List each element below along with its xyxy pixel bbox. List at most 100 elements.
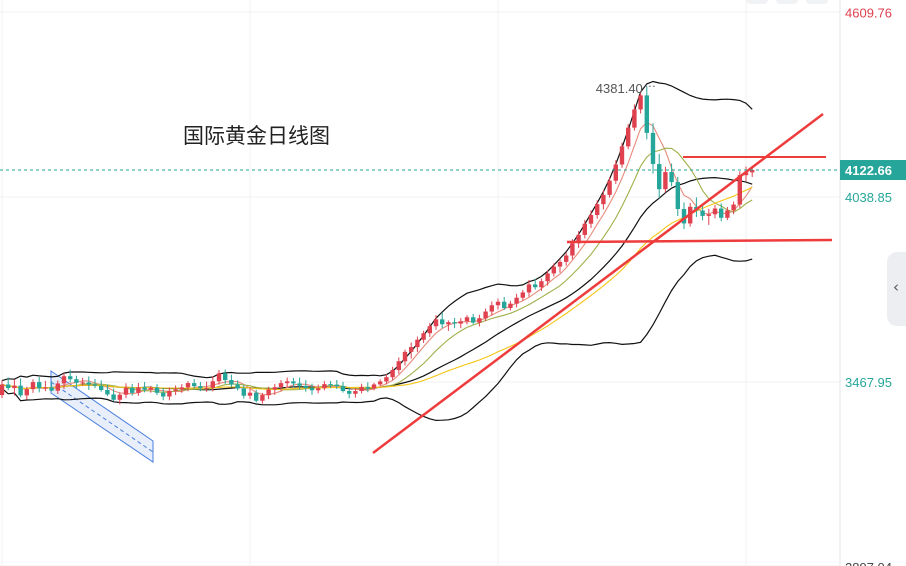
candle-body	[136, 387, 141, 393]
candle-body	[533, 284, 538, 288]
candle-body	[148, 387, 153, 390]
candle-body	[743, 172, 749, 176]
candle-body	[142, 387, 147, 390]
candle-body	[731, 204, 736, 211]
candle-body	[297, 383, 302, 386]
toolbar-button[interactable]	[806, 0, 828, 4]
candle-body	[657, 164, 662, 190]
candle-body	[185, 383, 191, 388]
price-axis-label: 4609.76	[845, 5, 892, 20]
candle-body	[43, 387, 48, 389]
candle-body	[154, 387, 160, 393]
toolbar-button[interactable]	[746, 0, 768, 4]
current-price-label: 4122.66	[845, 163, 892, 178]
candle-body	[570, 243, 575, 256]
candle-body	[712, 208, 718, 215]
candle-body	[613, 164, 618, 181]
candle-body	[669, 172, 674, 183]
bollinger-lower-line	[1, 254, 753, 422]
candle-body	[601, 194, 606, 205]
candle-body	[303, 385, 308, 389]
candle-body	[254, 392, 259, 401]
candles	[0, 86, 755, 405]
price-axis-label: 4038.85	[845, 190, 892, 205]
side-panel-toggle[interactable]: ‹	[887, 252, 906, 326]
candle-body	[607, 180, 612, 195]
candle-body	[551, 266, 556, 274]
candle-body	[0, 384, 5, 396]
candle-body	[588, 215, 594, 224]
candle-body	[446, 322, 451, 325]
candle-body	[489, 305, 494, 312]
candle-body	[192, 383, 197, 387]
candle-body	[68, 376, 73, 380]
price-axis-label: 2897.04	[845, 560, 892, 566]
ma5-line	[1, 121, 753, 396]
candle-body	[30, 382, 36, 390]
candle-body	[440, 319, 445, 325]
candle-body	[495, 301, 501, 306]
candle-body	[55, 383, 60, 391]
current-price-tag	[840, 160, 906, 181]
candle-body	[675, 182, 680, 210]
candle-body	[700, 210, 705, 216]
candle-body	[167, 390, 172, 397]
candle-body	[18, 385, 23, 396]
candle-body	[650, 132, 656, 165]
candle-body	[737, 175, 742, 205]
candle-body	[99, 385, 104, 391]
candle-body	[309, 388, 315, 391]
candle-body	[719, 208, 724, 218]
candle-body	[80, 382, 85, 384]
candle-body	[725, 210, 730, 218]
moving-averages	[1, 121, 753, 396]
candle-body	[626, 127, 631, 147]
candle-body	[241, 388, 246, 396]
toolbar-button[interactable]	[776, 0, 798, 4]
bollinger-upper-line	[1, 80, 753, 382]
candle-body	[6, 384, 11, 389]
candle-body	[92, 384, 98, 386]
candle-body	[557, 261, 563, 267]
candle-body	[359, 386, 364, 392]
candle-body	[37, 382, 42, 389]
candle-body	[415, 339, 420, 348]
candle-body	[619, 146, 625, 165]
candle-body	[663, 172, 668, 190]
candle-body	[86, 382, 91, 385]
candle-body	[223, 373, 228, 381]
uptrend-line	[372, 113, 824, 454]
candle-body	[638, 95, 643, 110]
candle-body	[161, 392, 166, 397]
candle-body	[316, 388, 321, 391]
candle-body	[247, 392, 253, 396]
candle-body	[427, 326, 432, 334]
candle-body	[483, 311, 488, 319]
candle-body	[12, 385, 17, 389]
candle-body	[291, 381, 296, 384]
candle-body	[340, 386, 346, 391]
bollinger-middle-line	[1, 176, 753, 391]
candle-body	[266, 389, 271, 396]
grid	[0, 0, 841, 566]
candle-body	[347, 390, 352, 394]
candle-body	[229, 380, 234, 385]
candle-body	[130, 387, 135, 393]
candle-body	[514, 297, 519, 304]
candle-body	[402, 351, 408, 362]
candle-body	[508, 303, 513, 309]
candle-body	[632, 109, 637, 128]
candle-body	[74, 379, 79, 383]
candle-body	[706, 214, 711, 216]
candle-body	[198, 386, 203, 389]
high-annotation: 4381.40	[596, 81, 643, 96]
candle-body	[111, 394, 116, 400]
candle-body	[61, 376, 67, 384]
candle-body	[595, 204, 600, 216]
candle-body	[520, 292, 525, 298]
candle-body	[322, 384, 327, 389]
candle-body	[272, 387, 277, 390]
candle-body	[173, 389, 178, 391]
candle-body	[545, 273, 550, 282]
